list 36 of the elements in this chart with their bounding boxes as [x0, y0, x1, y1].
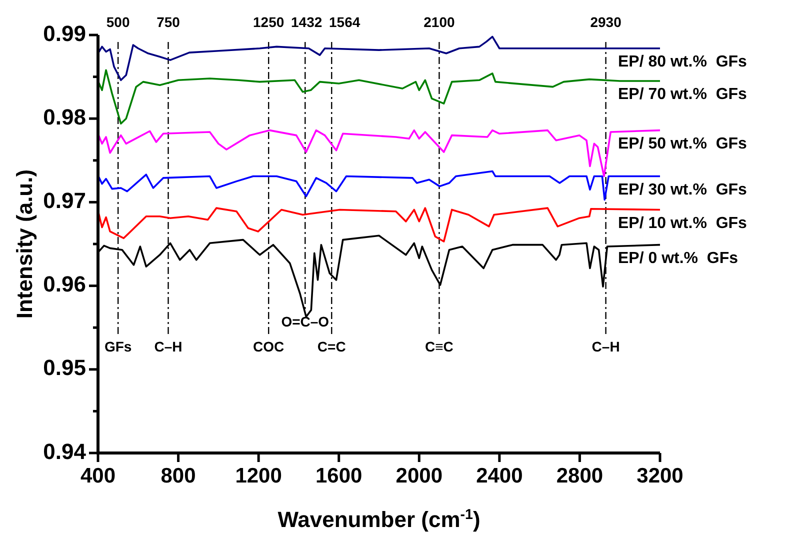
x-tick-label: 1200 — [235, 464, 282, 488]
x-axis-title: Wavenumber (cm$^{-1}$) — [278, 507, 480, 532]
y-axis-title: Intensity (a.u.) — [12, 169, 37, 319]
ref-line-label: 1564 — [329, 14, 360, 30]
annotation: O=C–O — [281, 314, 330, 330]
annotation: C=C — [317, 338, 346, 355]
x-tick-label: 2000 — [396, 464, 442, 488]
annotation: C–H — [154, 338, 182, 355]
x-tick-label: 400 — [80, 464, 116, 488]
x-tick-label: 1600 — [316, 464, 362, 488]
series-label: EP/ 0 wt.% GFs — [618, 250, 738, 268]
ref-line-label: 2930 — [590, 14, 622, 30]
x-tick-label: 2400 — [476, 464, 523, 488]
series-label: EP/ 30 wt.% GFs — [618, 182, 748, 199]
y-tick-label: 0.95 — [43, 355, 86, 380]
annotation: COC — [253, 338, 284, 355]
y-tick-label: 0.94 — [43, 438, 87, 464]
ref-line-label: 1250 — [253, 14, 284, 30]
series-label: EP/ 10 wt.% GFs — [618, 214, 748, 232]
ref-line-label: 2100 — [424, 14, 455, 30]
x-tick-label: 2800 — [556, 464, 604, 488]
annotation: C≡C — [425, 338, 454, 355]
series-label: EP/ 50 wt.% GFs — [618, 136, 748, 153]
x-tick-label: 800 — [160, 464, 196, 488]
ref-line-label: 750 — [156, 14, 180, 30]
x-tick-label: 3200 — [636, 464, 684, 488]
y-tick-label: 0.98 — [43, 104, 86, 130]
series-label: EP/ 80 wt.% GFs — [618, 54, 748, 71]
series-label: EP/ 70 wt.% GFs — [618, 86, 748, 104]
annotation: C–H — [592, 338, 620, 355]
y-tick-label: 0.99 — [43, 20, 86, 46]
ref-line-label: 1432 — [291, 14, 322, 30]
ref-line-label: 500 — [106, 14, 130, 30]
y-tick-label: 0.97 — [43, 188, 86, 214]
y-tick-label: 0.96 — [43, 272, 86, 297]
annotation: GFs — [104, 338, 132, 355]
